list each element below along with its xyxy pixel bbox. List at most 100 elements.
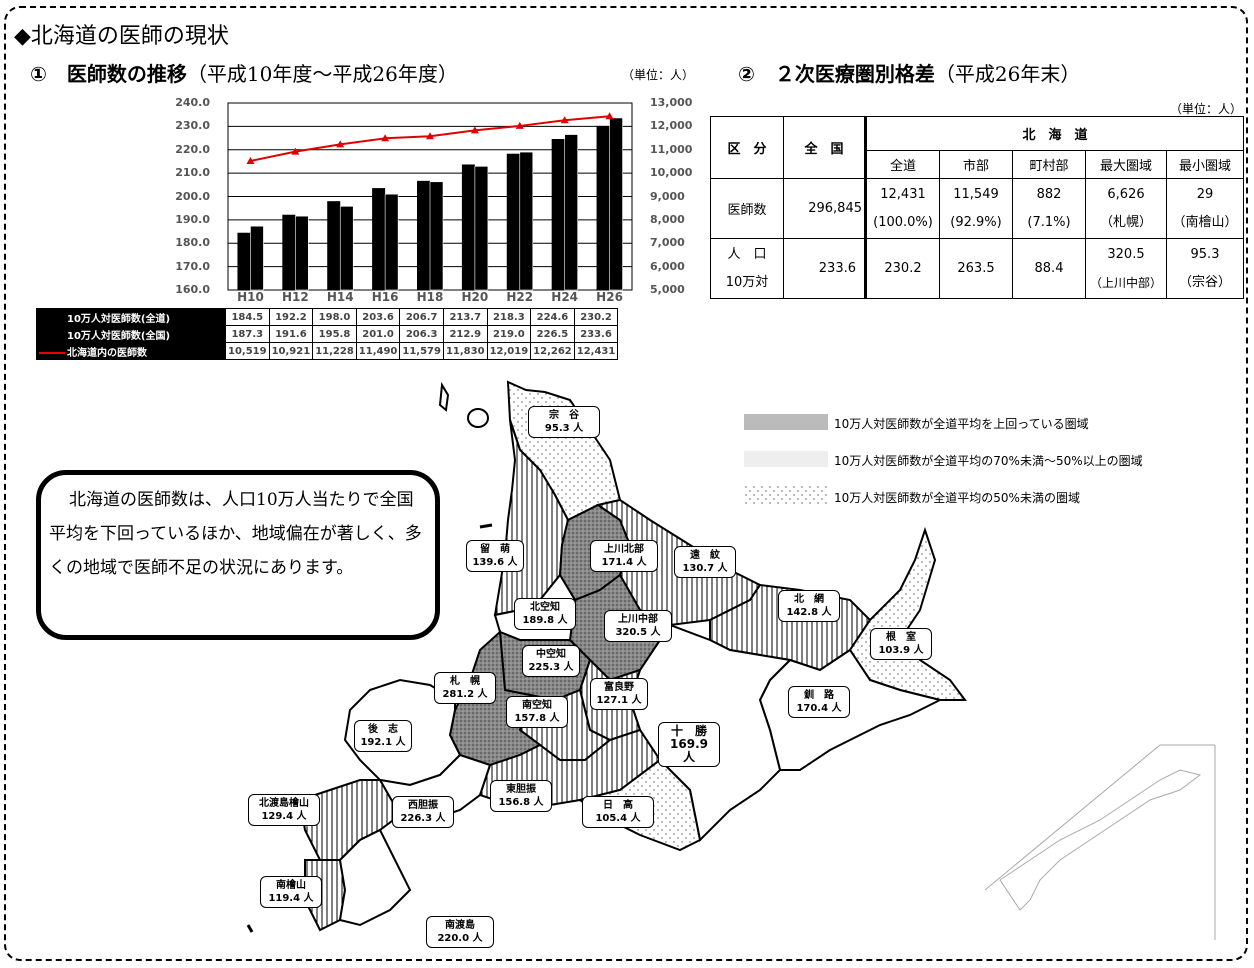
label-shiribeshi: 後 志 192.1 人 [354, 720, 412, 752]
y-tick-right: 7,000 [650, 236, 685, 250]
line-marker [515, 121, 524, 129]
legend-label-below: 10万人対医師数が全道平均の50%未満の圏域 [834, 491, 1080, 505]
label-minami-hiyama: 南檜山 119.4 人 [260, 876, 322, 908]
cell-top: 11,549 [953, 186, 999, 202]
cell-top: 29 [1196, 186, 1214, 202]
y-tick-left: 210.0 [175, 166, 210, 180]
x-tick: H18 [416, 290, 444, 304]
series-zendo-name: 10万人対医師数(全道) [67, 313, 171, 325]
y-tick-right: 12,000 [650, 119, 693, 133]
col-shibu: 市部 [939, 150, 1013, 179]
cell-top: 12,431 [880, 186, 926, 202]
y-tick-right: 6,000 [650, 259, 685, 273]
section2-heading-main: ② ２次医療圏別格差 [738, 62, 935, 86]
rishiri-island [467, 408, 490, 428]
label-hokumou: 北 網 142.8 人 [778, 590, 840, 622]
cell-bottom: （札幌） [1099, 214, 1152, 230]
cell-bottom: （上川中部） [1089, 275, 1162, 290]
series-count-name: 北海道内の医師数 [67, 347, 147, 359]
label-kita-sorachi: 北空知 189.8 人 [514, 598, 576, 630]
x-tick: H20 [461, 290, 489, 304]
region-value: 103.9 人 [878, 645, 924, 656]
line-marker [426, 132, 434, 140]
x-tick: H22 [506, 290, 534, 304]
col-chosonbu: 町村部 [1012, 150, 1086, 179]
y-tick-right: 13,000 [650, 96, 693, 109]
label-minami-oshima: 南渡島 220.0 人 [426, 916, 494, 948]
region-value: 157.8 人 [514, 713, 560, 724]
row-pop-max: 320.5 （上川中部） [1085, 238, 1167, 299]
region-value: 129.4 人 [261, 811, 307, 822]
chart-data-table: 10万人対医師数(全道) 184.5 192.2 198.0 203.6 206… [36, 308, 619, 360]
northern-territories [999, 769, 1202, 911]
page-frame [4, 6, 1248, 961]
region-name: 北渡島檜山 [259, 798, 309, 809]
bar-zendo [461, 164, 475, 290]
okushiri-island [246, 924, 254, 933]
region-value: 320.5 人 [615, 627, 661, 638]
row-pop-choson: 88.4 [1012, 238, 1086, 299]
section1-unit: （単位：人） [622, 68, 695, 82]
region-value: 130.7 人 [682, 563, 728, 574]
cell-bottom: （宗谷） [1178, 274, 1231, 290]
doctor-trend-chart [227, 102, 633, 291]
col-min: 最小圏域 [1166, 150, 1244, 179]
x-tick: H24 [551, 290, 579, 304]
label-tokachi: 十 勝 169.9 人 [658, 722, 720, 767]
label-soya: 宗 谷 95.3 人 [528, 406, 600, 438]
y-tick-left: 160.0 [175, 283, 210, 296]
x-tick: H14 [326, 290, 354, 304]
y-tick-left: 240.0 [175, 96, 210, 109]
region-name: 後 志 [368, 724, 398, 735]
bar-zenkoku [250, 225, 264, 291]
region-value: 226.3 人 [400, 813, 446, 824]
region-name: 十 勝 [670, 724, 707, 738]
chart-table-row-count: 北海道内の医師数 10,519 10,921 11,228 11,490 11,… [36, 342, 619, 360]
line-swatch-icon [39, 351, 65, 354]
legend-label-above: 10万人対医師数が全道平均を上回っている圏域 [834, 417, 1089, 431]
label-nishi-iburi: 西胆振 226.3 人 [392, 796, 454, 828]
y-tick-left: 220.0 [175, 142, 210, 156]
y-tick-left: 170.0 [175, 259, 210, 273]
y-tick-right: 9,000 [650, 189, 685, 203]
section2-unit: （単位：人） [1170, 102, 1243, 116]
region-disparity-table: 区 分 全 国 北 海 道 全道 市部 町村部 最大圏域 最小圏域 医師数 29… [710, 116, 1244, 299]
region-name: 上川中部 [618, 614, 658, 625]
bar-zenkoku [429, 181, 444, 291]
cell-top: 6,626 [1107, 186, 1145, 202]
y-tick-left: 230.0 [175, 119, 210, 133]
y-tick-right: 5,000 [650, 283, 685, 296]
rebun-island [438, 381, 450, 412]
chart-table-label-zenkoku: 10万人対医師数(全国) [36, 325, 226, 343]
line-marker [381, 134, 390, 142]
cell-top: 882 [1036, 186, 1062, 202]
bar-swatch-icon [39, 332, 65, 339]
table-cell: 12,262 [530, 342, 575, 360]
region-name: 釧 路 [804, 690, 834, 701]
legend-label-middle: 10万人対医師数が全道平均の70%未満～50%以上の圏域 [834, 454, 1143, 468]
region-value: 220.0 人 [437, 933, 483, 944]
row-ishisu-choson: 882 (7.1%) [1012, 178, 1086, 239]
region-value: 170.4 人 [796, 703, 842, 714]
region-value: 169.9 人 [670, 737, 708, 764]
region-name: 北空知 [530, 602, 560, 613]
cell-bottom: 10万対 [725, 274, 769, 290]
bar-zenkoku [609, 117, 623, 291]
bar-zenkoku [519, 151, 534, 291]
region-value: 119.4 人 [268, 893, 314, 904]
row-ishisu-label: 医師数 [710, 178, 784, 239]
label-kita-oshima-hiyama: 北渡島檜山 129.4 人 [248, 794, 320, 826]
cell-bottom: (100.0%) [873, 214, 933, 230]
region-name: 日 高 [603, 800, 633, 811]
row-pop-zenkoku: 233.6 [783, 238, 866, 299]
y-tick-right: 11,000 [650, 142, 693, 156]
region-name: 西胆振 [408, 800, 438, 811]
label-hidaka: 日 高 105.4 人 [582, 796, 654, 828]
region-value: 105.4 人 [595, 813, 641, 824]
bar-zenkoku [564, 134, 578, 291]
bar-zendo [417, 180, 430, 290]
cell-bottom: （南檜山） [1172, 214, 1238, 230]
cell-bottom: (7.1%) [1027, 214, 1071, 230]
line-marker [291, 147, 300, 155]
bar-zendo [282, 214, 296, 290]
